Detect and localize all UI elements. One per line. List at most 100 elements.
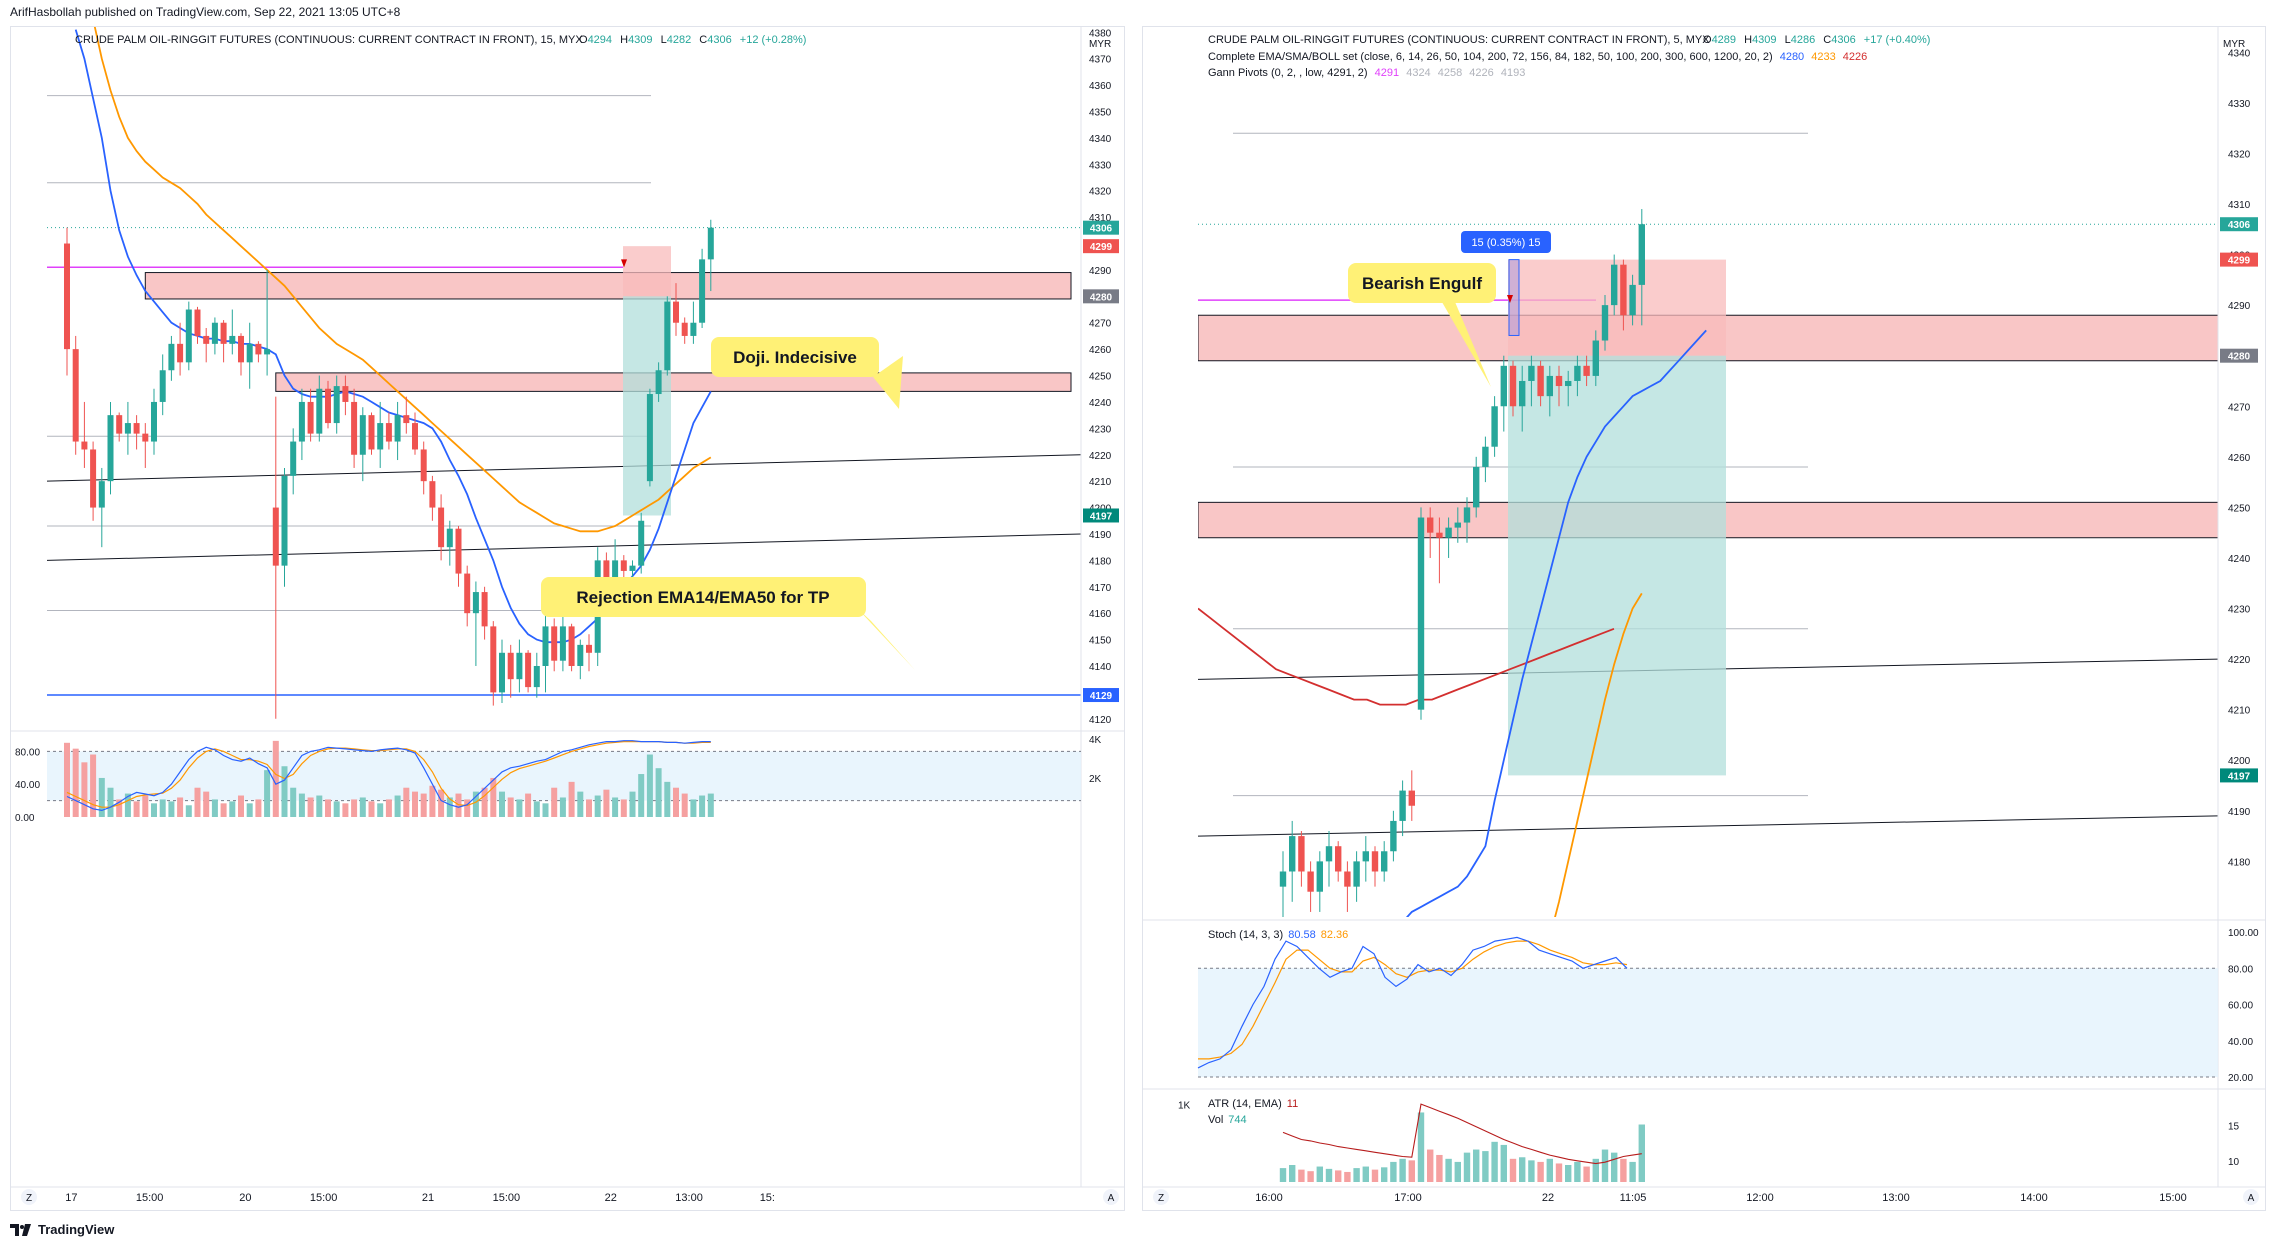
candle-body[interactable] xyxy=(107,415,114,482)
candle-body[interactable] xyxy=(272,507,279,566)
candle-body[interactable] xyxy=(1546,375,1553,397)
candle-body[interactable] xyxy=(72,349,79,442)
candle-body[interactable] xyxy=(298,401,305,442)
candle-body[interactable] xyxy=(1427,517,1434,533)
supply-zone[interactable] xyxy=(144,272,1072,300)
candle-body[interactable] xyxy=(168,343,175,371)
candle-body[interactable] xyxy=(1473,466,1480,508)
candle-body[interactable] xyxy=(472,592,479,614)
candle-body[interactable] xyxy=(1565,380,1572,387)
candle-body[interactable] xyxy=(542,626,549,666)
candle-body[interactable] xyxy=(124,423,131,434)
supply-zone[interactable] xyxy=(275,372,1072,392)
candle-body[interactable] xyxy=(690,322,697,336)
candle-body[interactable] xyxy=(133,423,140,434)
candle-body[interactable] xyxy=(316,388,323,434)
candle-body[interactable] xyxy=(403,415,410,424)
candle-body[interactable] xyxy=(412,423,418,450)
candle-body[interactable] xyxy=(1611,264,1618,306)
candle-body[interactable] xyxy=(1362,851,1369,862)
trendline[interactable] xyxy=(1198,815,2218,837)
candle-body[interactable] xyxy=(177,343,184,363)
candle-body[interactable] xyxy=(203,335,210,344)
candle-body[interactable] xyxy=(1574,365,1581,381)
measure-label[interactable]: 15 (0.35%) 15 xyxy=(1461,231,1551,253)
candle-body[interactable] xyxy=(264,349,271,355)
chart-5m[interactable]: 4180 4190 4200 4210 4220 4230 4240 4250 4260 4270… xyxy=(1143,27,2265,1210)
candle-body[interactable] xyxy=(1592,340,1599,376)
candle-body[interactable] xyxy=(577,644,584,666)
candle-body[interactable] xyxy=(507,652,514,680)
candle-body[interactable] xyxy=(464,573,471,614)
zoom-button[interactable]: Z xyxy=(21,1189,37,1205)
candle-body[interactable] xyxy=(194,309,201,336)
candle-body[interactable] xyxy=(559,626,566,661)
auto-scale-button[interactable]: A xyxy=(1103,1189,1119,1205)
candle-body[interactable] xyxy=(185,309,192,363)
chart-panel-15m[interactable]: 4120413041404150416041704180419042004210… xyxy=(10,26,1125,1211)
zoom-button[interactable]: Z xyxy=(1153,1189,1169,1205)
candle-body[interactable] xyxy=(1399,790,1406,821)
take-profit-area[interactable] xyxy=(1508,355,1726,776)
candle-body[interactable] xyxy=(1500,365,1507,407)
candle-body[interactable] xyxy=(1335,846,1342,872)
candle-body[interactable] xyxy=(255,343,262,355)
trendline[interactable] xyxy=(46,533,1081,561)
candle-body[interactable] xyxy=(1482,446,1489,467)
candle-body[interactable] xyxy=(1601,305,1609,341)
candle-body[interactable] xyxy=(211,322,218,344)
candle-body[interactable] xyxy=(1390,820,1397,852)
candle-body[interactable] xyxy=(333,386,340,424)
candle-body[interactable] xyxy=(673,301,679,323)
candle-body[interactable] xyxy=(699,259,706,323)
candle-body[interactable] xyxy=(499,652,505,693)
candle-body[interactable] xyxy=(1381,851,1388,872)
candle-body[interactable] xyxy=(568,626,575,666)
candle-body[interactable] xyxy=(1537,365,1544,397)
candle-body[interactable] xyxy=(1279,871,1287,887)
candle-body[interactable] xyxy=(359,415,366,455)
candle-body[interactable] xyxy=(1353,861,1360,887)
candle-body[interactable] xyxy=(525,652,532,688)
candle-body[interactable] xyxy=(1491,406,1498,447)
candle-body[interactable] xyxy=(638,520,645,566)
candle-body[interactable] xyxy=(481,592,488,627)
candle-body[interactable] xyxy=(1583,365,1590,376)
candle-body[interactable] xyxy=(385,423,392,442)
candle-body[interactable] xyxy=(151,401,157,442)
stop-loss-area[interactable] xyxy=(623,246,671,297)
candle-body[interactable] xyxy=(629,565,636,571)
candle-body[interactable] xyxy=(1638,224,1645,285)
candle-body[interactable] xyxy=(394,415,401,442)
candle-body[interactable] xyxy=(1436,532,1443,538)
auto-scale-button[interactable]: A xyxy=(2243,1189,2259,1205)
candle-body[interactable] xyxy=(490,626,497,693)
candle-body[interactable] xyxy=(1408,790,1415,806)
candle-body[interactable] xyxy=(1307,871,1314,892)
candle-body[interactable] xyxy=(1620,264,1627,316)
candle-body[interactable] xyxy=(116,415,123,434)
candle-body[interactable] xyxy=(238,335,244,363)
candle-body[interactable] xyxy=(351,401,358,455)
candle-body[interactable] xyxy=(377,423,384,450)
candle-body[interactable] xyxy=(1528,365,1535,381)
candle-body[interactable] xyxy=(1509,365,1517,407)
rejection-callout[interactable]: Rejection EMA14/EMA50 for TP xyxy=(541,577,915,670)
candle-body[interactable] xyxy=(646,394,653,482)
candle-body[interactable] xyxy=(438,507,445,548)
candle-body[interactable] xyxy=(1445,527,1452,538)
candle-body[interactable] xyxy=(64,243,70,350)
candle-body[interactable] xyxy=(1316,861,1323,892)
candle-body[interactable] xyxy=(455,528,462,574)
candle-body[interactable] xyxy=(81,441,88,450)
chart-panel-5m[interactable]: 4180 4190 4200 4210 4220 4230 4240 4250 4260 4270… xyxy=(1142,26,2266,1211)
chart-15m[interactable]: 4120413041404150416041704180419042004210… xyxy=(11,27,1124,1210)
candle-body[interactable] xyxy=(368,415,375,450)
candle-body[interactable] xyxy=(1298,836,1305,872)
candle-body[interactable] xyxy=(429,481,436,508)
candle-body[interactable] xyxy=(1289,836,1296,872)
candle-body[interactable] xyxy=(586,644,592,653)
candle-body[interactable] xyxy=(1344,871,1351,887)
candle-body[interactable] xyxy=(1555,375,1563,387)
candle-body[interactable] xyxy=(98,481,105,508)
